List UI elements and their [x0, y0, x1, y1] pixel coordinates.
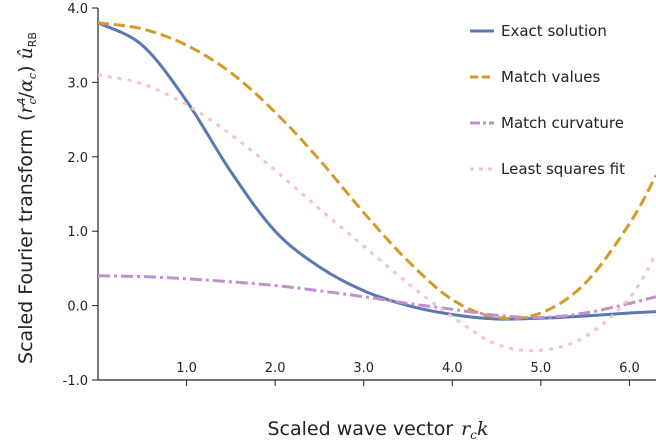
legend-label: Match curvature: [501, 114, 624, 132]
x-tick-label: 3.0: [353, 361, 374, 376]
y-tick-label: 4.0: [67, 2, 88, 17]
y-axis-label-text: Scaled Fourier transform: [15, 129, 37, 364]
x-tick-label: 1.0: [176, 361, 197, 376]
legend-label: Least squares fit: [501, 160, 625, 178]
series-line-exact-solution: [98, 21, 656, 321]
y-tick-label: 2.0: [67, 151, 88, 166]
series-line-least-squares-fit: [98, 73, 656, 353]
ticks: 1.0 2.0 3.0 4.0 5.0 6.0 -1.0 0.0 1.0 2.0 3.0 4.0: [63, 2, 640, 389]
y-axis-label-math: (r4c/αc)ûRB: [15, 32, 39, 121]
x-axis-label-math: rck: [461, 418, 488, 442]
x-tick-label: 5.0: [531, 361, 552, 376]
legend: Exact solution Match values Match curvatur…: [470, 22, 625, 178]
x-tick-label: 6.0: [619, 361, 640, 376]
legend-label: Match values: [501, 68, 601, 86]
y-tick-label: 0.0: [67, 300, 88, 315]
x-tick-label: 4.0: [442, 361, 463, 376]
y-tick-label: 1.0: [67, 225, 88, 240]
y-tick-label: 3.0: [67, 76, 88, 91]
x-axis-label-text: Scaled wave vector: [268, 418, 454, 440]
series-group: [98, 21, 656, 353]
series-line-match-values: [98, 21, 656, 321]
x-tick-label: 2.0: [265, 361, 286, 376]
series-line-match-curvature: [98, 274, 656, 320]
y-tick-label: -1.0: [63, 374, 88, 389]
legend-label: Exact solution: [501, 22, 607, 40]
y-axis-label: Scaled Fourier transform (r4c/αc)ûRB: [15, 32, 39, 364]
x-axis-label: Scaled wave vector rck: [268, 418, 489, 442]
axes: [97, 8, 656, 381]
